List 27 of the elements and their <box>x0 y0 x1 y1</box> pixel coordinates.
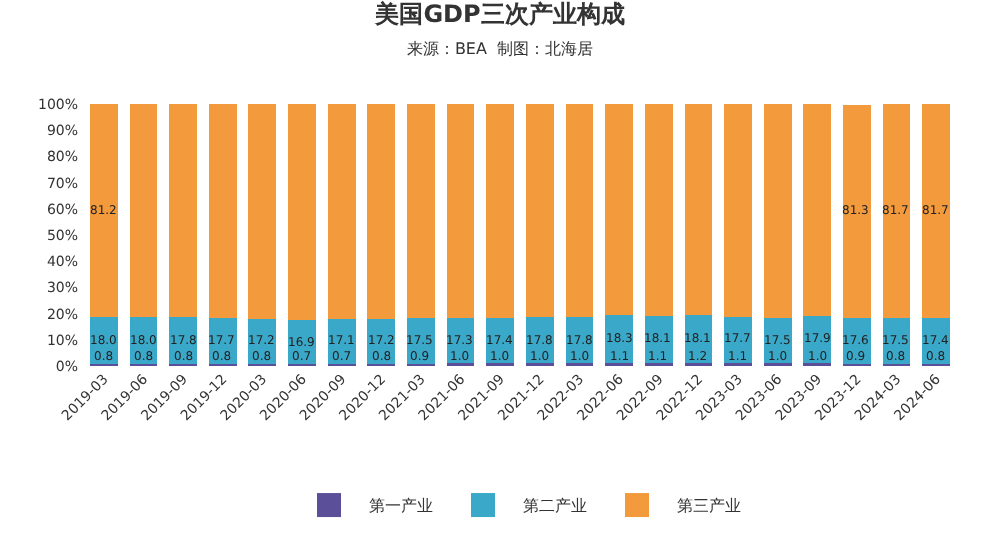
bar <box>605 104 633 316</box>
bar <box>327 104 356 320</box>
legend-label: 第二产业 <box>523 497 587 516</box>
bar <box>644 104 673 316</box>
legend-label: 第一产业 <box>369 497 433 516</box>
bar <box>248 104 277 319</box>
bar <box>169 104 197 318</box>
bar <box>129 104 158 317</box>
chart-subtitle: 来源：BEA 制图：北海居 <box>406 39 594 58</box>
bar <box>525 104 554 317</box>
bar <box>843 104 871 318</box>
bar <box>486 104 515 318</box>
bar <box>288 104 316 320</box>
bar <box>724 104 752 317</box>
bar <box>565 104 594 317</box>
bar <box>763 104 792 318</box>
bar <box>922 104 951 319</box>
bar <box>89 104 118 317</box>
bar <box>446 104 475 319</box>
legend-label: 第三产业 <box>677 497 741 516</box>
bar <box>208 104 237 318</box>
bar <box>684 104 713 316</box>
bar <box>367 104 396 319</box>
bar <box>803 104 832 317</box>
bar <box>407 104 435 318</box>
chart-title: 美国GDP三次产业构成 <box>373 0 625 29</box>
bar <box>882 104 911 319</box>
